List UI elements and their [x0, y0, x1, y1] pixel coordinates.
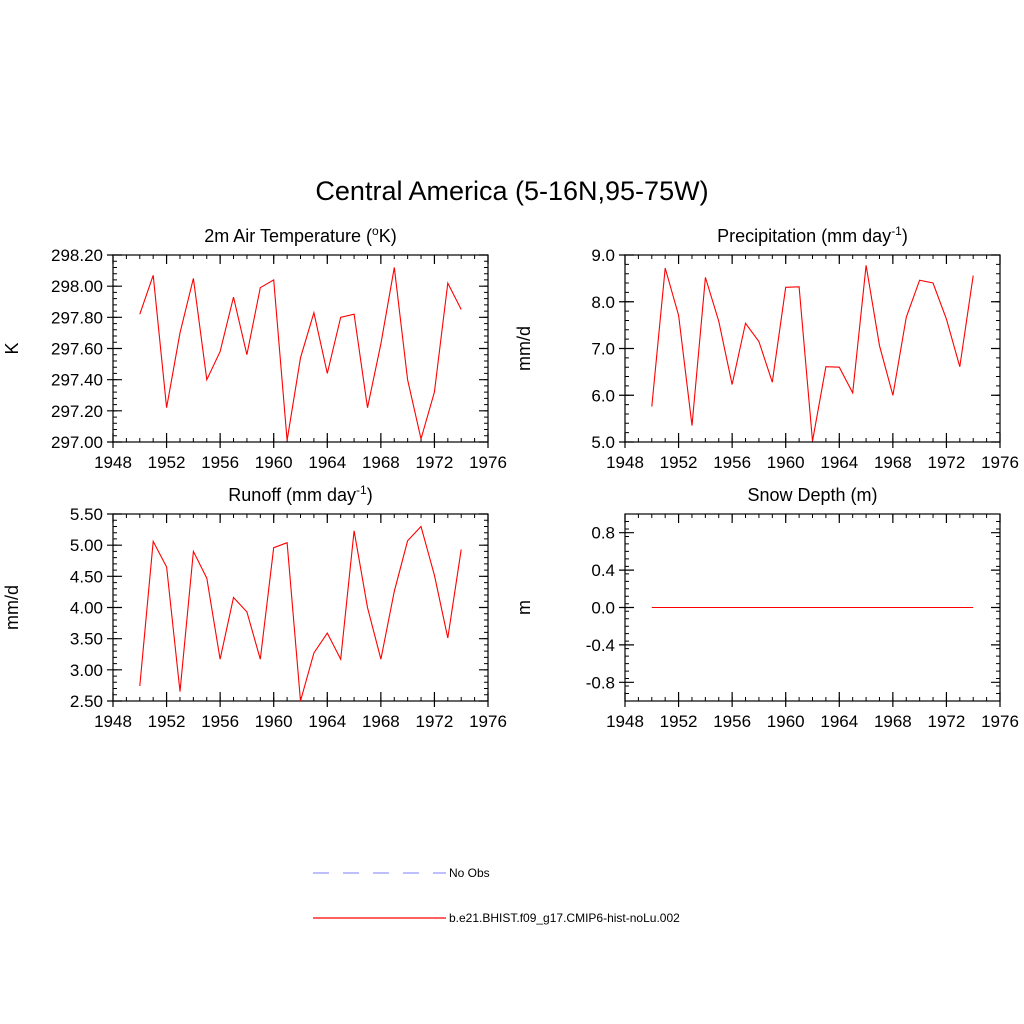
x-tick-label: 1972 — [416, 712, 454, 731]
plot-frame — [112, 513, 489, 702]
x-tick-label: 1956 — [201, 712, 239, 731]
x-tick-label: 1964 — [308, 453, 346, 472]
y-axis-label: mm/d — [2, 585, 22, 630]
x-tick-label: 1976 — [981, 712, 1019, 731]
x-tick-label: 1960 — [255, 712, 293, 731]
y-tick-label: 7.0 — [591, 340, 615, 359]
y-tick-label: 6.0 — [591, 386, 615, 405]
panel-snow-depth: 1948 1952 1956 1960 1964 1968 1972 1976 -0.8 -0.4… — [514, 485, 1019, 731]
x-tick-label: 1964 — [820, 712, 858, 731]
x-tick-label: 1952 — [660, 453, 698, 472]
x-tick-label: 1964 — [820, 453, 858, 472]
legend-label: No Obs — [449, 866, 490, 880]
y-axis-label: K — [2, 342, 22, 354]
x-tick-label: 1960 — [767, 453, 805, 472]
x-tick-label: 1968 — [874, 453, 912, 472]
y-tick-label: 4.00 — [70, 599, 103, 618]
legend-label: b.e21.BHIST.f09_g17.CMIP6-hist-noLu.002 — [449, 911, 680, 925]
y-tick-label: 298.20 — [51, 246, 103, 265]
series-line — [139, 525, 462, 702]
x-tick-label: 1956 — [201, 453, 239, 472]
x-tick-label: 1956 — [713, 712, 751, 731]
x-tick-label: 1956 — [713, 453, 751, 472]
y-tick-label: 297.20 — [51, 402, 103, 421]
x-tick-label: 1976 — [469, 453, 507, 472]
x-tick-label: 1948 — [606, 712, 644, 731]
y-axis-label: m — [514, 600, 534, 615]
y-tick-label: -0.8 — [586, 673, 615, 692]
x-tick-label: 1948 — [94, 453, 132, 472]
panel-title: Precipitation (mm day-1) — [717, 224, 908, 246]
minor-ticks — [624, 254, 1001, 443]
y-tick-label: 8.0 — [591, 293, 615, 312]
y-tick-label: 298.00 — [51, 277, 103, 296]
y-tick-label: 297.60 — [51, 340, 103, 359]
y-tick-label: 297.80 — [51, 308, 103, 327]
panel-title: 2m Air Temperature (oK) — [204, 224, 396, 246]
x-tick-label: 1948 — [606, 453, 644, 472]
minor-ticks — [112, 513, 489, 702]
x-tick-label: 1968 — [362, 453, 400, 472]
y-tick-label: 5.00 — [70, 536, 103, 555]
plot-frame — [112, 254, 489, 443]
y-axis-label: mm/d — [514, 326, 534, 371]
figure-title: Central America (5-16N,95-75W) — [315, 176, 708, 206]
x-tick-label: 1976 — [469, 712, 507, 731]
x-tick-label: 1972 — [928, 712, 966, 731]
x-tick-label: 1948 — [94, 712, 132, 731]
y-tick-label: 0.0 — [591, 599, 615, 618]
x-tick-label: 1968 — [362, 712, 400, 731]
panel-title: Snow Depth (m) — [747, 485, 877, 505]
x-tick-label: 1972 — [928, 453, 966, 472]
y-tick-label: 5.0 — [591, 433, 615, 452]
x-tick-label: 1972 — [416, 453, 454, 472]
y-tick-label: 0.8 — [591, 524, 615, 543]
panel-air-temperature: 1948 1952 1956 1960 1964 1968 1972 1976 297.00 29… — [2, 224, 507, 472]
y-tick-label: 5.50 — [70, 505, 103, 524]
x-tick-label: 1960 — [255, 453, 293, 472]
x-tick-label: 1952 — [148, 453, 186, 472]
y-tick-label: 297.40 — [51, 371, 103, 390]
series-line — [651, 265, 974, 442]
y-tick-label: 9.0 — [591, 246, 615, 265]
y-tick-label: 4.50 — [70, 567, 103, 586]
plot-frame — [624, 254, 1001, 443]
x-tick-label: 1960 — [767, 712, 805, 731]
legend: No Obs b.e21.BHIST.f09_g17.CMIP6-hist-noL… — [313, 866, 680, 925]
x-tick-label: 1968 — [874, 712, 912, 731]
y-tick-label: 3.50 — [70, 630, 103, 649]
y-tick-label: 0.4 — [591, 561, 615, 580]
x-tick-label: 1952 — [660, 712, 698, 731]
y-tick-label: -0.4 — [586, 636, 615, 655]
y-tick-label: 2.50 — [70, 692, 103, 711]
y-tick-label: 3.00 — [70, 661, 103, 680]
x-tick-label: 1964 — [308, 712, 346, 731]
y-tick-label: 297.00 — [51, 433, 103, 452]
x-tick-label: 1952 — [148, 712, 186, 731]
series-line — [139, 267, 462, 441]
minor-ticks — [112, 254, 489, 443]
panel-title: Runoff (mm day-1) — [228, 483, 372, 505]
panel-runoff: 1948 1952 1956 1960 1964 1968 1972 1976 2.50 3.00… — [2, 483, 507, 731]
x-tick-label: 1976 — [981, 453, 1019, 472]
panel-precipitation: 1948 1952 1956 1960 1964 1968 1972 1976 5.0 6.0 7.… — [514, 224, 1019, 472]
